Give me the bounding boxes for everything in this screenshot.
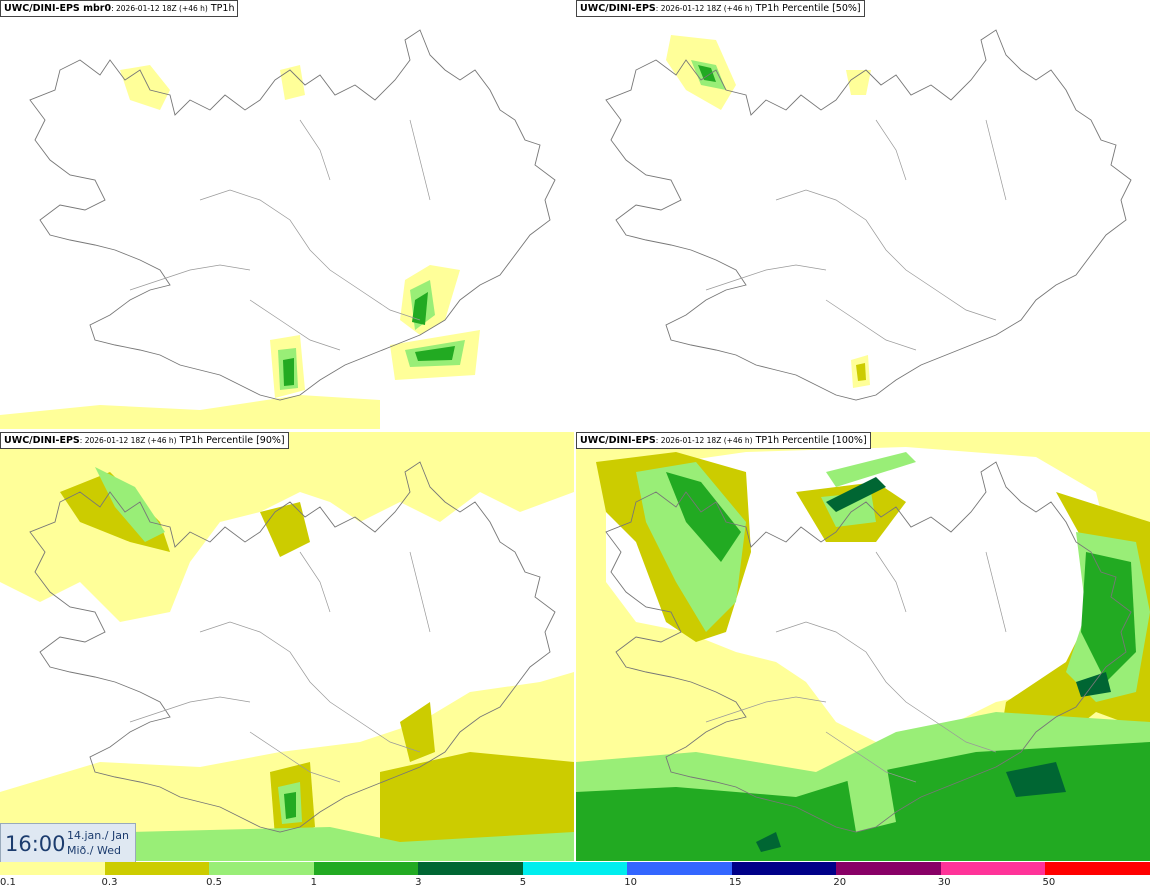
legend-tick-label: 20 (833, 877, 847, 888)
precip-area (280, 65, 305, 100)
legend-tick-label: 15 (728, 877, 742, 888)
precip-area (120, 65, 170, 110)
precip-area (856, 363, 866, 381)
color-legend: 0.1 0.3 0.5 1 3 5 10 15 20 30 50 (0, 862, 1150, 891)
panel-title: UWC/DINI-EPS: 2026-01-12 18Z (+46 h) TP1… (576, 0, 865, 17)
panel-title: UWC/DINI-EPS mbr0: 2026-01-12 18Z (+46 h… (0, 0, 239, 17)
map-canvas (0, 432, 574, 861)
valid-time-box: 16:00 14.jan./ Jan Mið./ Wed (0, 823, 136, 864)
legend-tick-label: 5 (519, 877, 527, 888)
map-canvas (605, 29, 1132, 401)
map-panel-p90: UWC/DINI-EPS: 2026-01-12 18Z (+46 h) TP1… (0, 432, 574, 861)
legend-tick-label: 0.3 (101, 877, 118, 888)
legend-swatch (418, 862, 523, 875)
map-panel-p50: UWC/DINI-EPS: 2026-01-12 18Z (+46 h) TP1… (576, 0, 1150, 429)
legend-tick-label: 0.5 (206, 877, 222, 888)
valid-weekday: Mið./ Wed (67, 844, 121, 857)
map-canvas (0, 29, 556, 429)
legend-swatch (627, 862, 732, 875)
precip-area (412, 292, 428, 325)
legend-swatch (104, 862, 210, 875)
precip-area (415, 346, 455, 361)
precip-area (1081, 552, 1136, 682)
precip-area (0, 395, 380, 429)
precip-area (95, 467, 165, 542)
legend-swatch (0, 862, 105, 875)
panel-divider (0, 429, 1150, 432)
precip-area (130, 827, 574, 861)
precip-area (826, 477, 886, 512)
panel-title: UWC/DINI-EPS: 2026-01-12 18Z (+46 h) TP1… (0, 432, 289, 449)
legend-tick-label: 0.1 (0, 877, 16, 888)
map-canvas (576, 432, 1150, 861)
precip-area (756, 832, 781, 852)
panel-title: UWC/DINI-EPS: 2026-01-12 18Z (+46 h) TP1… (576, 432, 871, 449)
precip-area (400, 702, 435, 762)
legend-swatch (940, 862, 1046, 875)
legend-swatch (313, 862, 419, 875)
legend-swatch (731, 862, 837, 875)
precip-area (698, 65, 716, 82)
precip-area (826, 452, 916, 487)
map-panel-mbr0: UWC/DINI-EPS mbr0: 2026-01-12 18Z (+46 h… (0, 0, 574, 429)
legend-tick-label: 50 (1042, 877, 1056, 888)
legend-tick-label: 10 (624, 877, 637, 888)
precip-area (846, 762, 896, 832)
legend-swatch (209, 862, 314, 875)
precip-area (1076, 672, 1111, 697)
precip-area (846, 70, 871, 95)
legend-swatch (522, 862, 628, 875)
precip-area (380, 752, 574, 861)
legend-color-bar (0, 862, 1150, 875)
precip-area (1006, 762, 1066, 797)
legend-tick-label: 30 (937, 877, 951, 888)
valid-date: 14.jan./ Jan (67, 829, 129, 842)
precip-area (283, 358, 294, 386)
valid-time: 16:00 (5, 832, 66, 856)
legend-swatch (836, 862, 941, 875)
legend-swatch (1045, 862, 1150, 875)
precip-area (284, 792, 296, 819)
legend-tick-label: 3 (415, 877, 422, 888)
precip-area (260, 502, 310, 557)
legend-tick-label: 1 (310, 877, 317, 888)
map-panel-p100: UWC/DINI-EPS: 2026-01-12 18Z (+46 h) TP1… (576, 432, 1150, 861)
precip-area (0, 432, 574, 622)
